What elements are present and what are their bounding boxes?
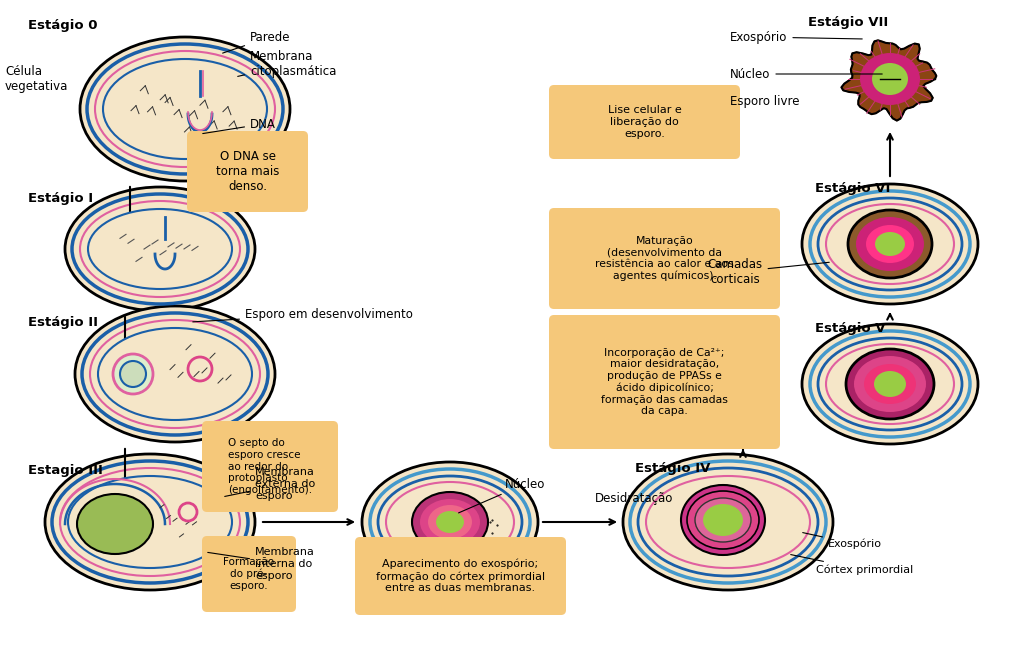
Ellipse shape [90, 320, 260, 428]
FancyBboxPatch shape [548, 315, 780, 449]
Ellipse shape [370, 469, 530, 575]
Ellipse shape [88, 209, 231, 289]
Ellipse shape [859, 53, 919, 105]
Text: Estágio V: Estágio V [814, 322, 884, 335]
Text: Célula
vegetativa: Célula vegetativa [5, 65, 68, 93]
Ellipse shape [681, 485, 764, 555]
Ellipse shape [825, 344, 953, 424]
Text: Esporo livre: Esporo livre [730, 94, 799, 108]
Ellipse shape [428, 505, 472, 539]
Text: Incorporação de Ca²⁺;
maior desidratação,
produção de PPASs e
ácido dipicolínico: Incorporação de Ca²⁺; maior desidratação… [600, 348, 728, 416]
Ellipse shape [809, 191, 969, 297]
Ellipse shape [853, 356, 925, 412]
FancyBboxPatch shape [202, 536, 296, 612]
Ellipse shape [694, 498, 750, 542]
Text: Estagio III: Estagio III [28, 464, 103, 477]
Ellipse shape [72, 194, 248, 304]
Text: O septo do
esporo cresce
ao redor do
protoplasto
(engolfamento).: O septo do esporo cresce ao redor do pro… [227, 438, 312, 495]
Text: Núcleo: Núcleo [459, 477, 545, 513]
Ellipse shape [68, 476, 231, 568]
FancyBboxPatch shape [548, 85, 739, 159]
Text: O DNA se
torna mais
denso.: O DNA se torna mais denso. [216, 150, 279, 193]
Text: Estágio 0: Estágio 0 [28, 19, 98, 32]
Ellipse shape [847, 210, 931, 278]
Text: Membrana
externa do
esporo: Membrana externa do esporo [224, 467, 315, 501]
Polygon shape [841, 41, 935, 121]
Ellipse shape [420, 499, 480, 545]
Text: Estágio VI: Estágio VI [814, 182, 890, 195]
Ellipse shape [637, 468, 817, 576]
Ellipse shape [687, 491, 758, 549]
Ellipse shape [120, 361, 146, 387]
Ellipse shape [435, 511, 464, 533]
Text: Membrana
citoplasmática: Membrana citoplasmática [237, 50, 336, 78]
Text: Membrana
interna do
esporo: Membrana interna do esporo [208, 547, 315, 580]
FancyBboxPatch shape [202, 421, 337, 512]
FancyBboxPatch shape [186, 131, 308, 212]
Ellipse shape [809, 331, 969, 437]
Text: Esporo em desenvolvimento: Esporo em desenvolvimento [193, 307, 413, 322]
Ellipse shape [630, 461, 825, 583]
Ellipse shape [98, 328, 252, 420]
Text: Estágio I: Estágio I [28, 192, 93, 205]
Text: Maturação
(desenvolvimento da
resistência ao calor e aos
agentes químicos).: Maturação (desenvolvimento da resistênci… [594, 236, 733, 281]
Ellipse shape [845, 349, 933, 419]
Ellipse shape [623, 454, 833, 590]
Text: Parede: Parede [222, 31, 290, 53]
Ellipse shape [855, 217, 923, 271]
Ellipse shape [817, 198, 961, 290]
Ellipse shape [801, 324, 977, 444]
Ellipse shape [874, 232, 904, 256]
Text: Núcleo: Núcleo [730, 68, 881, 80]
Ellipse shape [385, 482, 514, 562]
Text: DNA: DNA [203, 118, 275, 133]
Ellipse shape [863, 364, 915, 404]
Text: Aparecimento do exospório;
formação do córtex primordial
entre as duas membranas: Aparecimento do exospório; formação do c… [376, 559, 544, 593]
Text: Desidratação: Desidratação [594, 492, 673, 505]
Ellipse shape [82, 313, 268, 435]
Text: Camadas
corticais: Camadas corticais [707, 258, 828, 286]
Ellipse shape [60, 468, 239, 576]
FancyBboxPatch shape [548, 208, 780, 309]
Ellipse shape [825, 204, 953, 284]
Text: Córtex primordial: Córtex primordial [790, 554, 912, 575]
Ellipse shape [103, 59, 267, 159]
Ellipse shape [95, 51, 275, 167]
Ellipse shape [76, 494, 153, 554]
FancyBboxPatch shape [355, 537, 566, 615]
Ellipse shape [873, 371, 905, 397]
Text: Exospório: Exospório [730, 31, 861, 44]
Text: Formação
do pré-
esporo.: Formação do pré- esporo. [223, 557, 274, 591]
Ellipse shape [65, 187, 255, 311]
Text: Estágio IV: Estágio IV [635, 462, 709, 475]
Ellipse shape [52, 461, 248, 583]
Ellipse shape [87, 44, 282, 174]
Text: Exospório: Exospório [802, 533, 881, 549]
Ellipse shape [378, 476, 522, 568]
Ellipse shape [865, 225, 913, 263]
Ellipse shape [702, 504, 742, 536]
Ellipse shape [79, 37, 289, 181]
Ellipse shape [362, 462, 537, 582]
Ellipse shape [871, 63, 907, 95]
Ellipse shape [645, 476, 809, 568]
Text: Lise celular e
liberação do
esporo.: Lise celular e liberação do esporo. [607, 106, 681, 139]
Ellipse shape [801, 184, 977, 304]
Text: Estágio VII: Estágio VII [807, 16, 888, 29]
Ellipse shape [412, 492, 487, 552]
Ellipse shape [113, 354, 153, 394]
Ellipse shape [75, 306, 275, 442]
Ellipse shape [79, 201, 239, 297]
Text: Estágio II: Estágio II [28, 316, 98, 329]
Ellipse shape [817, 338, 961, 430]
Ellipse shape [45, 454, 255, 590]
